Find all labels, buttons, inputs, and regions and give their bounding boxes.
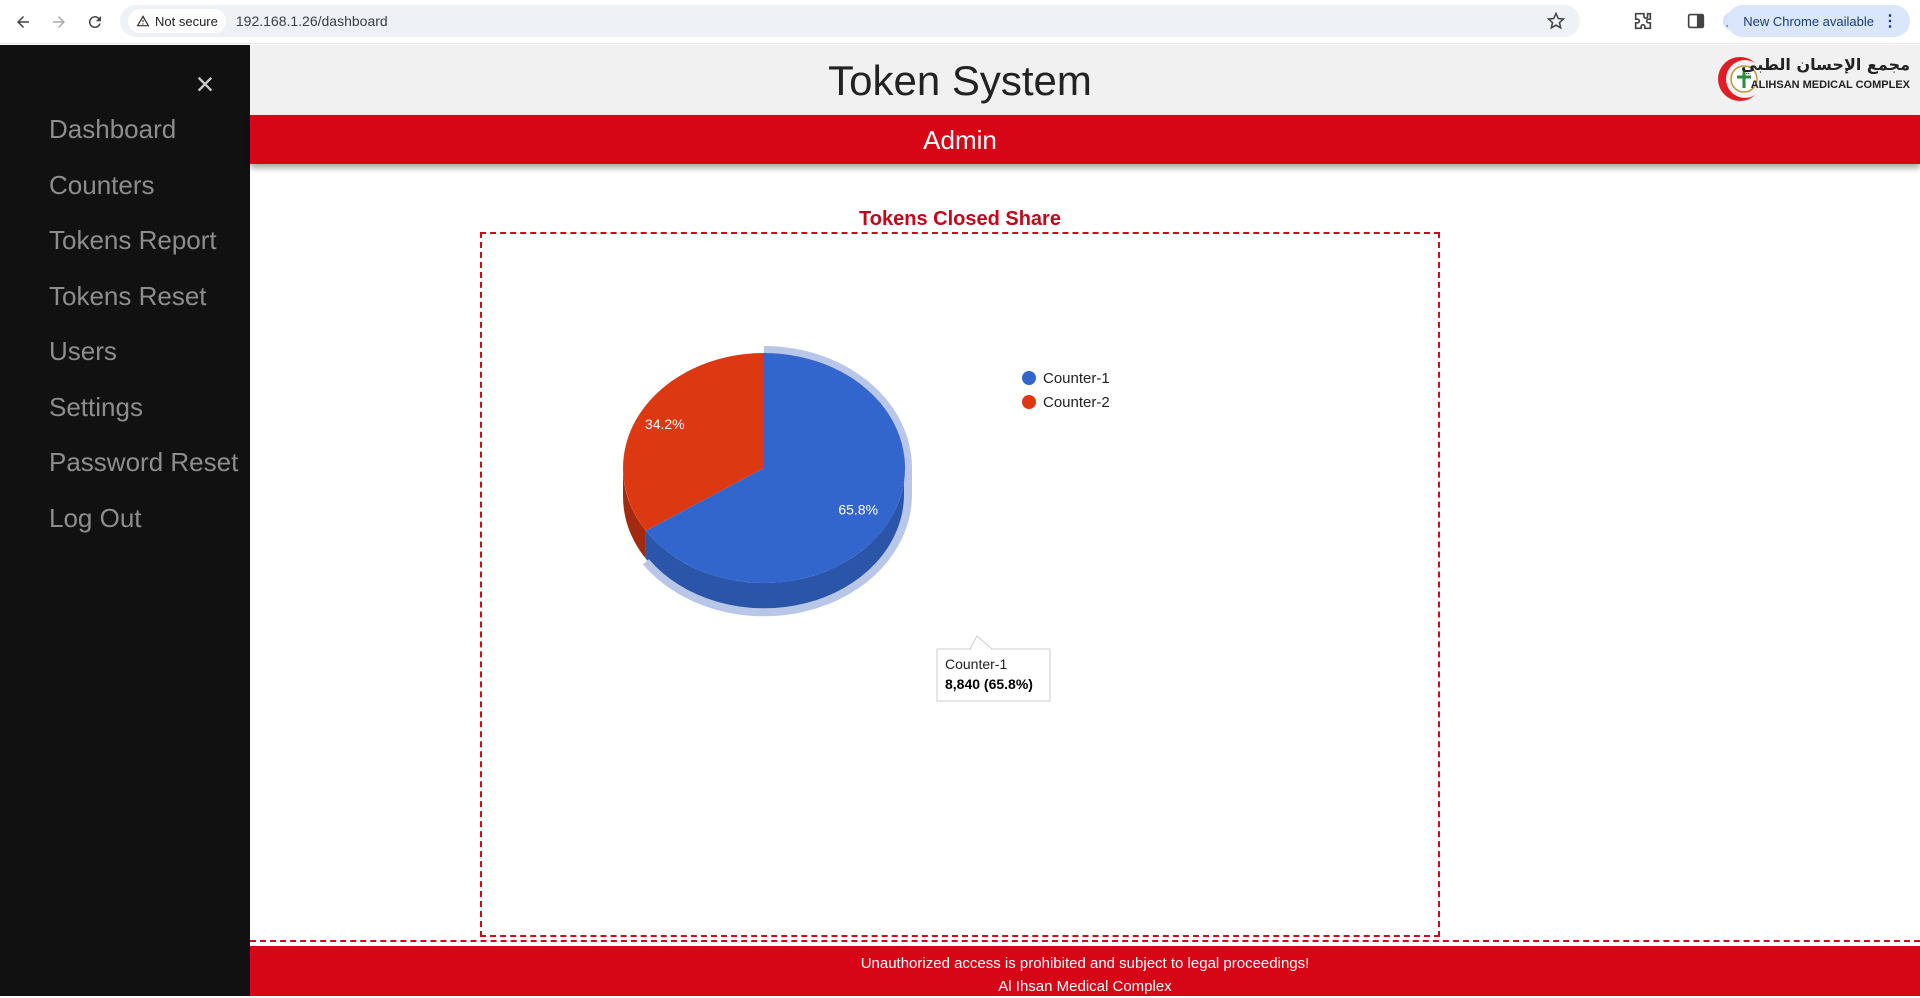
reload-icon[interactable] [78,5,112,39]
sidebar-item-tokens-report[interactable]: Tokens Report [49,225,217,255]
footer-warning: Unauthorized access is prohibited and su… [860,955,1310,972]
close-icon[interactable]: × [195,66,215,102]
sidebar-item-settings[interactable]: Settings [49,391,143,422]
sidebar-item-dashboard[interactable]: Dashboard [49,114,177,144]
address-bar[interactable]: Not secure 192.168.1.26/dashboard [120,5,1580,37]
security-label: Not secure [155,13,218,29]
sidebar-item-log-out[interactable]: Log Out [49,502,142,533]
role-bar: Admin [250,115,1920,164]
new-chrome-label: New Chrome available [1743,13,1874,29]
legend-label-counter-2[interactable]: Counter-2 [1043,394,1110,411]
sidebar-item-password-reset[interactable]: Password Reset [49,447,239,477]
browser-toolbar: Not secure 192.168.1.26/dashboard New Ch… [0,0,1920,44]
tooltip-pointer [969,635,994,650]
logo-english-text: ALIHSAN MEDICAL COMPLEX [1750,79,1910,91]
forward-icon[interactable] [42,5,76,39]
tooltip-value: 8,840 (65.8%) [945,676,1033,692]
role-label: Admin [923,125,997,155]
footer-divider [250,940,1920,942]
security-chip[interactable]: Not secure [128,9,226,33]
pie-slice-depth-counter-1 [645,468,905,611]
pie-slice-depth-counter-2 [623,468,646,559]
url-text[interactable]: 192.168.1.26/dashboard [235,13,388,29]
chart-legend: Counter-1 Counter-2 [1022,370,1110,411]
slice-label-counter-1: 65.8% [838,502,878,518]
footer-org-name: Al Ihsan Medical Complex [998,978,1172,995]
pie-slice-counter-2[interactable] [623,353,764,531]
slice-label-counter-2: 34.2% [645,416,685,432]
page-header: Token System مجمع الإحسان الطبي ALIHSAN … [250,45,1920,115]
sidebar-item-counters[interactable]: Counters [49,169,155,200]
back-icon[interactable] [6,5,40,39]
pie-chart[interactable]: 65.8% 34.2% Counter-1 Counter-2 Counter-… [482,234,1438,935]
slice-highlight [642,346,912,617]
tooltip-box [936,648,1051,702]
legend-marker-counter-2 [1022,395,1036,409]
sidebar: × Dashboard Counters Tokens Report Token… [0,45,250,996]
legend-label-counter-1[interactable]: Counter-1 [1043,370,1110,387]
pie-slice-counter-1[interactable] [645,353,906,583]
legend-marker-counter-1 [1022,371,1036,385]
chart-tooltip: Counter-1 8,840 (65.8%) [936,635,1051,702]
sidebar-nav: Dashboard Counters Tokens Report Tokens … [49,115,238,559]
page-footer: Unauthorized access is prohibited and su… [250,946,1920,996]
sidebar-item-tokens-reset[interactable]: Tokens Reset [49,280,207,311]
tooltip-name: Counter-1 [945,656,1007,672]
page-title: Token System [828,57,1092,104]
bookmark-star-icon[interactable] [1546,11,1566,31]
new-chrome-button[interactable]: New Chrome available ⋮ [1727,5,1910,37]
sidebar-item-users[interactable]: Users [49,336,117,366]
warning-icon [136,15,150,27]
crescent-logo-icon [1718,57,1764,101]
extensions-icon[interactable] [1632,10,1654,32]
logo-arabic-text: مجمع الإحسان الطبي [1741,55,1910,74]
kebab-menu-icon[interactable]: ⋮ [1882,13,1898,30]
chart-container: 65.8% 34.2% Counter-1 Counter-2 Counter-… [480,232,1440,937]
chart-title: Tokens Closed Share [859,208,1061,230]
side-panel-icon[interactable] [1685,10,1707,32]
logo: مجمع الإحسان الطبي ALIHSAN MEDICAL COMPL… [1712,53,1912,105]
